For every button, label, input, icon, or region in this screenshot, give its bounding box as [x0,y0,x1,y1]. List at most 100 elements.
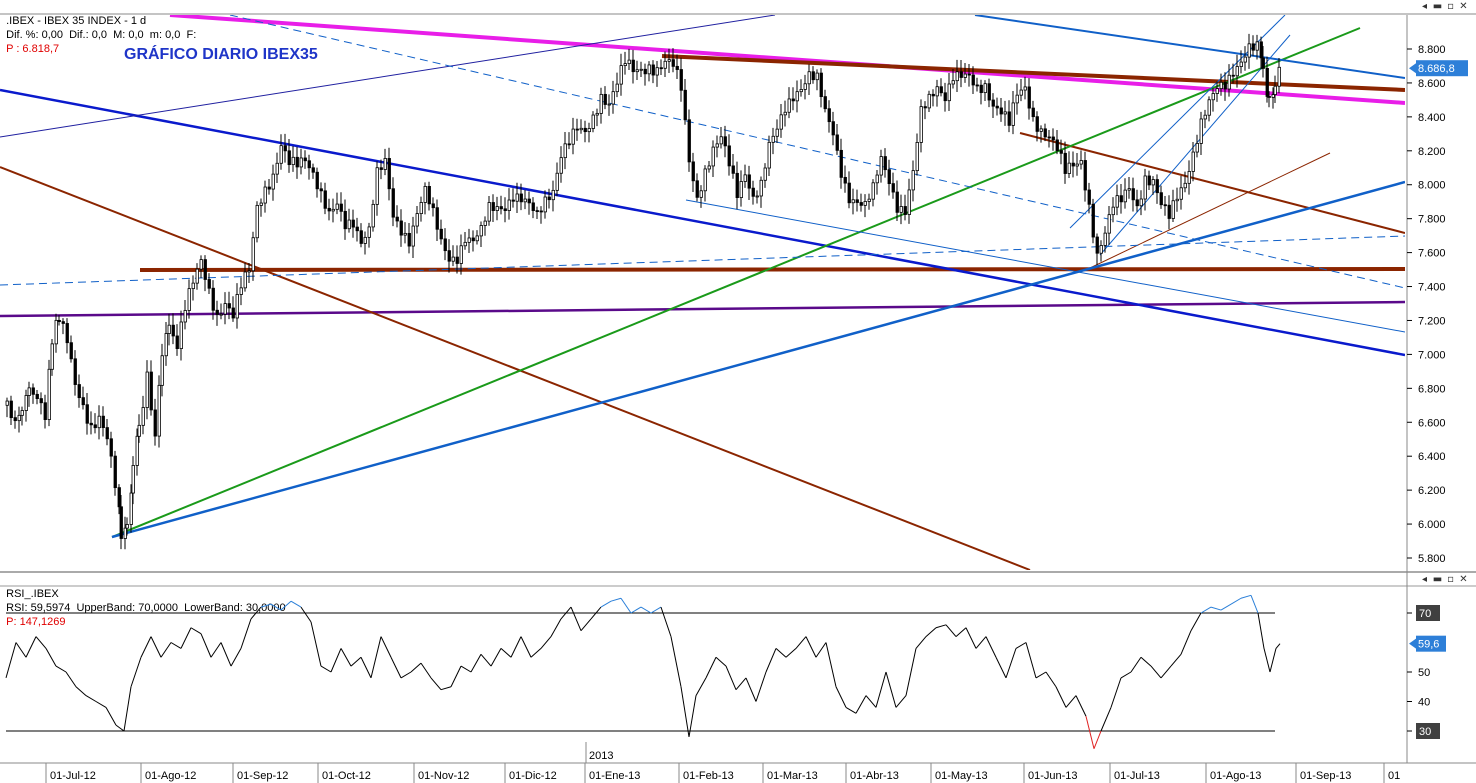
candle-body [483,220,487,226]
candle-body [815,72,819,81]
candle-body [247,270,251,273]
candle-body [983,83,987,94]
candle-body [443,238,447,252]
rsi-segment [65,671,77,688]
candle-body [451,256,455,262]
rsi-segment [520,636,532,658]
candle-body [459,245,463,264]
candle-body [995,105,999,109]
rsi-segment [115,724,125,732]
candle-body [9,400,13,419]
candle-body [129,492,133,525]
candle-body [315,171,319,190]
candle-body [1273,85,1277,95]
candle-body [295,156,299,168]
candle-body [375,167,379,205]
candle-body [715,143,719,148]
candle-body [991,99,995,107]
candle-body [531,202,535,211]
candle-body [783,111,787,116]
candle-body [1059,150,1063,154]
restore-left-icon[interactable]: ◂ [1421,1,1428,12]
rsi-segment [1250,595,1259,614]
rsi-segment [985,636,997,658]
rsi-segment [140,636,152,658]
candle-body [543,196,547,213]
candle-body [947,83,951,102]
candle-body [607,103,611,106]
maximize-icon[interactable]: ▫ [1447,1,1454,12]
rsi-plot [5,594,1281,749]
x-tick-label: 01-Mar-13 [767,770,818,782]
candle-body [1219,81,1223,90]
candle-body [1155,179,1159,194]
rsi-segment [1240,594,1252,599]
candle-body [1211,93,1215,101]
candle-body [283,145,287,152]
rsi-segment [755,671,767,702]
rsi-segment [1075,695,1087,717]
rsi-segment [735,677,747,691]
blue-thin-channel-lower [1099,34,1291,256]
candle-body [1091,203,1095,238]
rsi-segment [370,636,382,679]
rsi-segment [1093,730,1102,749]
candle-body [863,201,867,206]
rsi-segment [695,677,707,696]
close-icon[interactable]: ✕ [1459,1,1468,12]
candle-body [1067,162,1071,174]
rsi-segment [660,606,672,637]
candle-body [119,506,123,539]
candle-body [939,86,943,94]
candle-body [391,188,395,218]
candle-body [411,225,415,247]
price-y-axis: 5.800 6.000 6.200 6.400 6.600 6.800 7.000 7.200… [1407,44,1446,565]
candle-body [695,180,699,198]
candle-body [751,187,755,197]
price-y-tick-label: 6.000 [1418,519,1446,531]
rsi-window-buttons: ◂ ▬ ▫ ✕ [1418,574,1470,586]
x-tick-label: 01-Jul-12 [50,770,96,782]
candle-body [149,371,153,411]
rsi-minimize-icon[interactable]: ▬ [1432,574,1443,585]
candle-body [223,303,227,315]
candle-body [755,195,759,198]
candle-body [855,199,859,203]
price-y-tick-label: 7.000 [1418,349,1446,361]
candle-body [113,455,117,489]
rsi-segment [310,621,322,667]
minimize-icon[interactable]: ▬ [1432,1,1443,12]
rsi-segment [1275,643,1281,649]
rsi-segment [480,653,492,667]
candle-body [251,237,255,272]
rsi-segment [925,627,937,637]
candle-body [1111,206,1115,216]
rsi-segment [410,662,422,673]
rsi-maximize-icon[interactable]: ▫ [1447,574,1454,585]
rsi-last-arrow [1409,638,1416,649]
candle-body [975,84,979,87]
x-tick-label: 01-Ago-12 [145,770,196,782]
candle-body [655,67,659,76]
candle-body [619,65,623,85]
candle-body [65,323,69,344]
candle-body [1235,66,1239,77]
candle-body [1159,192,1163,206]
rsi-segment [45,648,57,667]
candle-body [355,226,359,232]
candle-body [255,204,259,239]
x-tick-label: 01-Jun-13 [1028,770,1078,782]
candle-body [915,142,919,172]
candle-body [535,210,539,212]
candle-body [551,189,555,201]
candle-body [911,170,915,191]
candle-body [331,208,335,212]
candle-body [1035,116,1039,132]
rsi-segment [1045,671,1057,688]
rsi-close-icon[interactable]: ✕ [1459,574,1468,585]
rsi-segment [490,648,502,667]
candle-body [1071,162,1075,167]
candle-body [1011,102,1015,126]
rsi-restore-left-icon[interactable]: ◂ [1421,574,1428,585]
